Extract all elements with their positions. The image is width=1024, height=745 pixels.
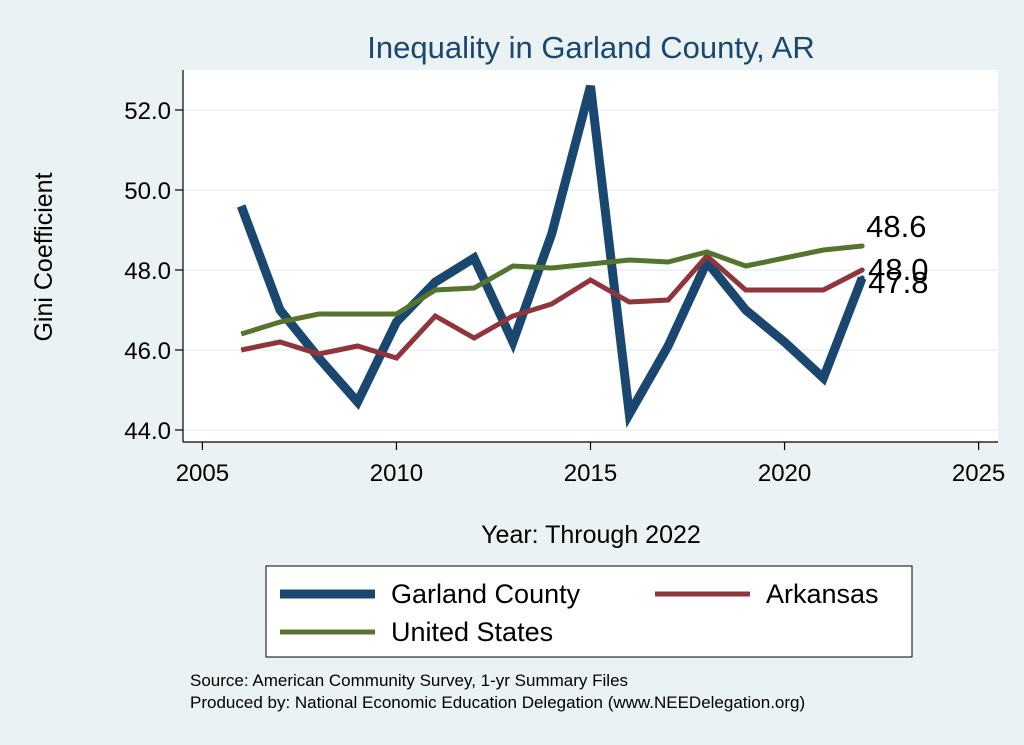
y-tick-label-46-0: 46.0 [124, 338, 171, 365]
chart-title: Inequality in Garland County, AR [367, 30, 814, 65]
axis-ticks: 44.0 46.0 48.0 50.0 52.0 2005 2010 2015 2020 2025 [124, 98, 1005, 487]
series-line-garland-county [236, 84, 867, 429]
y-tick-label-44-0: 44.0 [124, 418, 171, 445]
legend-box [265, 565, 913, 658]
y-axis-title: Gini Coefficient [30, 172, 58, 341]
producer-note: Produced by: National Economic Education… [190, 693, 805, 712]
x-tick-label-2015: 2015 [564, 460, 617, 487]
y-tick-label-52-0: 52.0 [124, 98, 171, 125]
x-tick-label-2005: 2005 [176, 460, 229, 487]
end-label-garland-county: 47.8 [868, 265, 928, 300]
x-tick-label-2020: 2020 [758, 460, 811, 487]
x-axis-title: Year: Through 2022 [481, 521, 701, 549]
legend-label-arkansas: Arkansas [766, 579, 879, 609]
end-labels: 47.848.0 48.6 [859, 209, 929, 300]
end-marker-garland-county [859, 275, 865, 281]
y-tick-label-50-0: 50.0 [124, 178, 171, 205]
series-line-arkansas [240, 252, 864, 361]
y-tick-label-48-0: 48.0 [124, 258, 171, 285]
x-tick-label-2010: 2010 [370, 460, 423, 487]
source-note: Source: American Community Survey, 1-yr … [190, 671, 628, 690]
legend: Garland County Arkansas United States [265, 565, 913, 658]
series-lines [236, 84, 867, 429]
legend-label-garland-county: Garland County [391, 579, 581, 609]
end-marker-arkansas [859, 267, 865, 273]
end-label-united-states: 48.6 [866, 209, 926, 244]
plot-area [183, 70, 998, 442]
x-tick-label-2025: 2025 [952, 460, 1005, 487]
series-line-united-states [240, 243, 863, 337]
legend-label-united-states: United States [391, 617, 553, 647]
end-label-arkansas: 48.0 [868, 252, 928, 287]
end-marker-united-states [859, 243, 865, 249]
